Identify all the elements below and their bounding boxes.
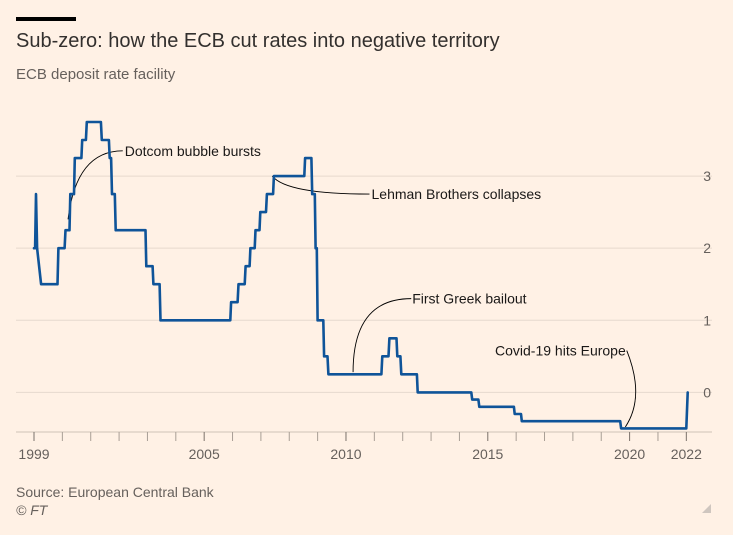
y-axis: 0 1 2 3 — [703, 168, 711, 400]
y-tick-label: 0 — [703, 384, 711, 400]
x-tick-label: 1999 — [18, 446, 49, 462]
annotation-label: Lehman Brothers collapses — [372, 186, 542, 202]
gridlines — [16, 175, 712, 393]
ft-top-bar — [16, 17, 76, 21]
annotation-leader-line — [352, 298, 412, 373]
x-tick-label: 2020 — [614, 446, 645, 462]
chart-subtitle: ECB deposit rate facility — [16, 66, 176, 83]
y-tick-label: 2 — [703, 240, 711, 256]
annotation-leader-line — [271, 175, 370, 195]
annotations: Dotcom bubble bursts Lehman Brothers coll… — [67, 143, 637, 428]
series-line — [32, 120, 689, 430]
annotation-label: Covid-19 hits Europe — [495, 343, 626, 359]
y-tick-label: 3 — [703, 168, 711, 184]
x-tick-label: 2005 — [189, 446, 220, 462]
annotation-label: First Greek bailout — [412, 291, 526, 307]
x-tick-label: 2010 — [330, 446, 361, 462]
x-axis: 1999 2005 2010 2015 2020 2022 — [16, 431, 712, 462]
annotation-leader-line — [624, 350, 637, 428]
resize-handle-icon[interactable] — [702, 504, 711, 513]
x-tick-label: 2022 — [671, 446, 702, 462]
copyright: © FT — [16, 502, 48, 518]
x-tick-label: 2015 — [472, 446, 503, 462]
annotation-label: Dotcom bubble bursts — [125, 143, 261, 159]
chart-title: Sub-zero: how the ECB cut rates into neg… — [16, 30, 500, 52]
series — [32, 120, 689, 430]
source-note: Source: European Central Bank — [16, 484, 214, 500]
y-tick-label: 1 — [703, 312, 711, 328]
